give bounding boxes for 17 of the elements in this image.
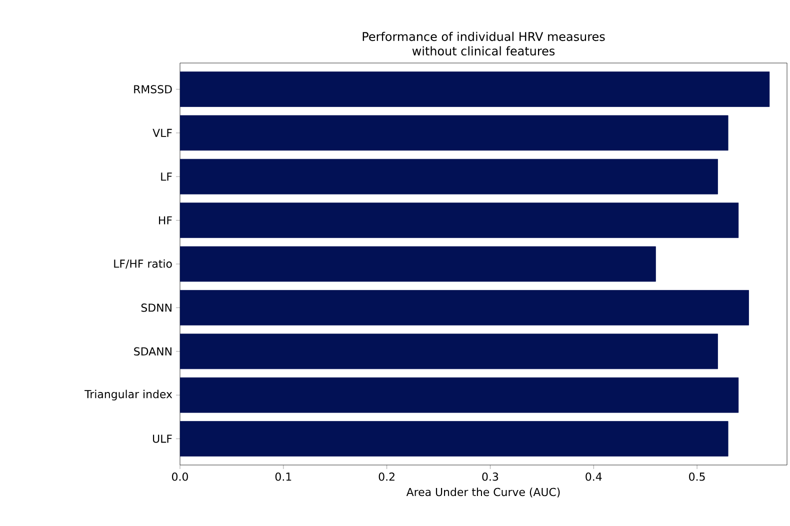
x-tick-label: 0.1 (275, 472, 292, 481)
x-tick-label: 0.2 (378, 472, 394, 481)
x-tick-label: 0.5 (689, 472, 705, 481)
y-tick-label: SDNN (141, 304, 172, 312)
chart-title: Performance of individual HRV measures without clinical features (362, 32, 605, 56)
y-tick-label: ULF (153, 434, 172, 443)
x-tick-label: 0.0 (172, 472, 188, 481)
y-tick-label: Triangular index (84, 390, 172, 400)
x-axis-title: Area Under the Curve (AUC) (406, 488, 560, 498)
y-tick-label: VLF (152, 128, 172, 137)
y-tick-label: LF (161, 172, 172, 181)
y-tick-label: HF (159, 216, 172, 224)
x-tick-label: 0.4 (586, 472, 602, 481)
x-tick-label: 0.3 (482, 472, 498, 481)
y-tick-label: LF/HF ratio (114, 259, 172, 269)
y-tick-label: RMSSD (134, 85, 172, 94)
y-tick-label: SDANN (134, 347, 172, 356)
